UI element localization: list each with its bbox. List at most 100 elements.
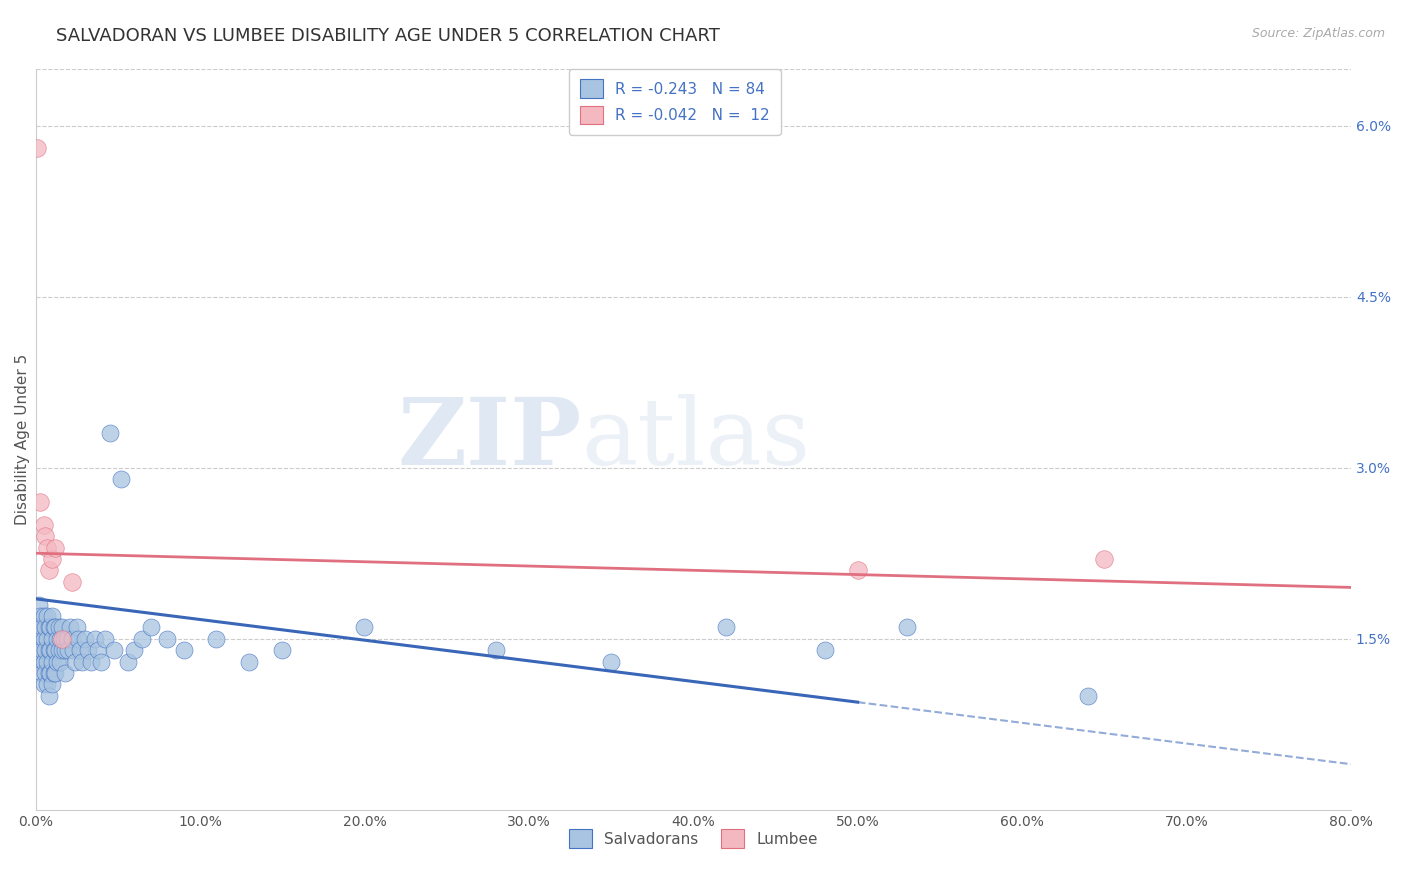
Point <box>70 655 93 669</box>
Point <box>59 620 82 634</box>
Point <box>48 643 70 657</box>
Point <box>30 495 52 509</box>
Point <box>846 563 869 577</box>
Point <box>44 541 66 555</box>
Point <box>45 632 67 646</box>
Point <box>31 643 53 657</box>
Point <box>49 655 72 669</box>
Point <box>485 643 508 657</box>
Point <box>38 643 60 657</box>
Point <box>353 620 375 634</box>
Point <box>30 632 52 646</box>
Point <box>52 632 75 646</box>
Point <box>896 620 918 634</box>
Point <box>139 620 162 634</box>
Point <box>51 632 73 646</box>
Point <box>32 632 55 646</box>
Point <box>62 643 84 657</box>
Point <box>80 655 103 669</box>
Point <box>25 620 48 634</box>
Point <box>103 643 125 657</box>
Point <box>38 563 60 577</box>
Text: atlas: atlas <box>582 394 811 484</box>
Point <box>35 609 58 624</box>
Point <box>31 620 53 634</box>
Point <box>30 655 52 669</box>
Point <box>39 620 62 634</box>
Point <box>34 620 56 634</box>
Point <box>83 632 105 646</box>
Point <box>30 609 52 624</box>
Point <box>42 643 65 657</box>
Point <box>44 643 66 657</box>
Point <box>600 655 623 669</box>
Point <box>110 472 132 486</box>
Point <box>41 552 63 566</box>
Point <box>45 655 67 669</box>
Point <box>238 655 260 669</box>
Point <box>93 632 115 646</box>
Point <box>156 632 179 646</box>
Point <box>56 632 79 646</box>
Point <box>73 632 96 646</box>
Point <box>173 643 195 657</box>
Point <box>205 632 228 646</box>
Point <box>28 643 51 657</box>
Point <box>31 665 53 680</box>
Point <box>69 643 91 657</box>
Point <box>51 620 73 634</box>
Point <box>25 141 48 155</box>
Point <box>714 620 737 634</box>
Point <box>39 643 62 657</box>
Text: SALVADORAN VS LUMBEE DISABILITY AGE UNDER 5 CORRELATION CHART: SALVADORAN VS LUMBEE DISABILITY AGE UNDE… <box>56 27 720 45</box>
Point <box>35 677 58 691</box>
Y-axis label: Disability Age Under 5: Disability Age Under 5 <box>15 353 30 524</box>
Point <box>44 665 66 680</box>
Point <box>41 677 63 691</box>
Point <box>67 632 90 646</box>
Text: Source: ZipAtlas.com: Source: ZipAtlas.com <box>1251 27 1385 40</box>
Point <box>44 620 66 634</box>
Point <box>41 609 63 624</box>
Point <box>42 665 65 680</box>
Point <box>34 643 56 657</box>
Point <box>39 665 62 680</box>
Point <box>28 598 51 612</box>
Legend: Salvadorans, Lumbee: Salvadorans, Lumbee <box>562 823 824 854</box>
Point <box>77 643 100 657</box>
Point <box>49 632 72 646</box>
Point <box>35 655 58 669</box>
Point <box>38 665 60 680</box>
Point <box>32 517 55 532</box>
Point <box>51 643 73 657</box>
Point <box>42 620 65 634</box>
Point <box>814 643 837 657</box>
Point <box>58 643 80 657</box>
Point <box>90 655 112 669</box>
Point <box>53 643 76 657</box>
Point <box>32 609 55 624</box>
Point <box>34 529 56 543</box>
Point <box>122 643 145 657</box>
Point <box>41 632 63 646</box>
Point <box>87 643 110 657</box>
Point <box>48 620 70 634</box>
Point <box>271 643 294 657</box>
Point <box>38 689 60 703</box>
Point <box>34 665 56 680</box>
Point <box>66 620 89 634</box>
Point <box>53 665 76 680</box>
Point <box>60 632 83 646</box>
Point <box>1092 552 1115 566</box>
Point <box>32 655 55 669</box>
Point <box>117 655 139 669</box>
Text: ZIP: ZIP <box>398 394 582 484</box>
Point <box>63 655 86 669</box>
Point <box>38 620 60 634</box>
Point <box>35 541 58 555</box>
Point <box>131 632 153 646</box>
Point <box>35 632 58 646</box>
Point <box>1077 689 1099 703</box>
Point <box>98 426 121 441</box>
Point <box>41 655 63 669</box>
